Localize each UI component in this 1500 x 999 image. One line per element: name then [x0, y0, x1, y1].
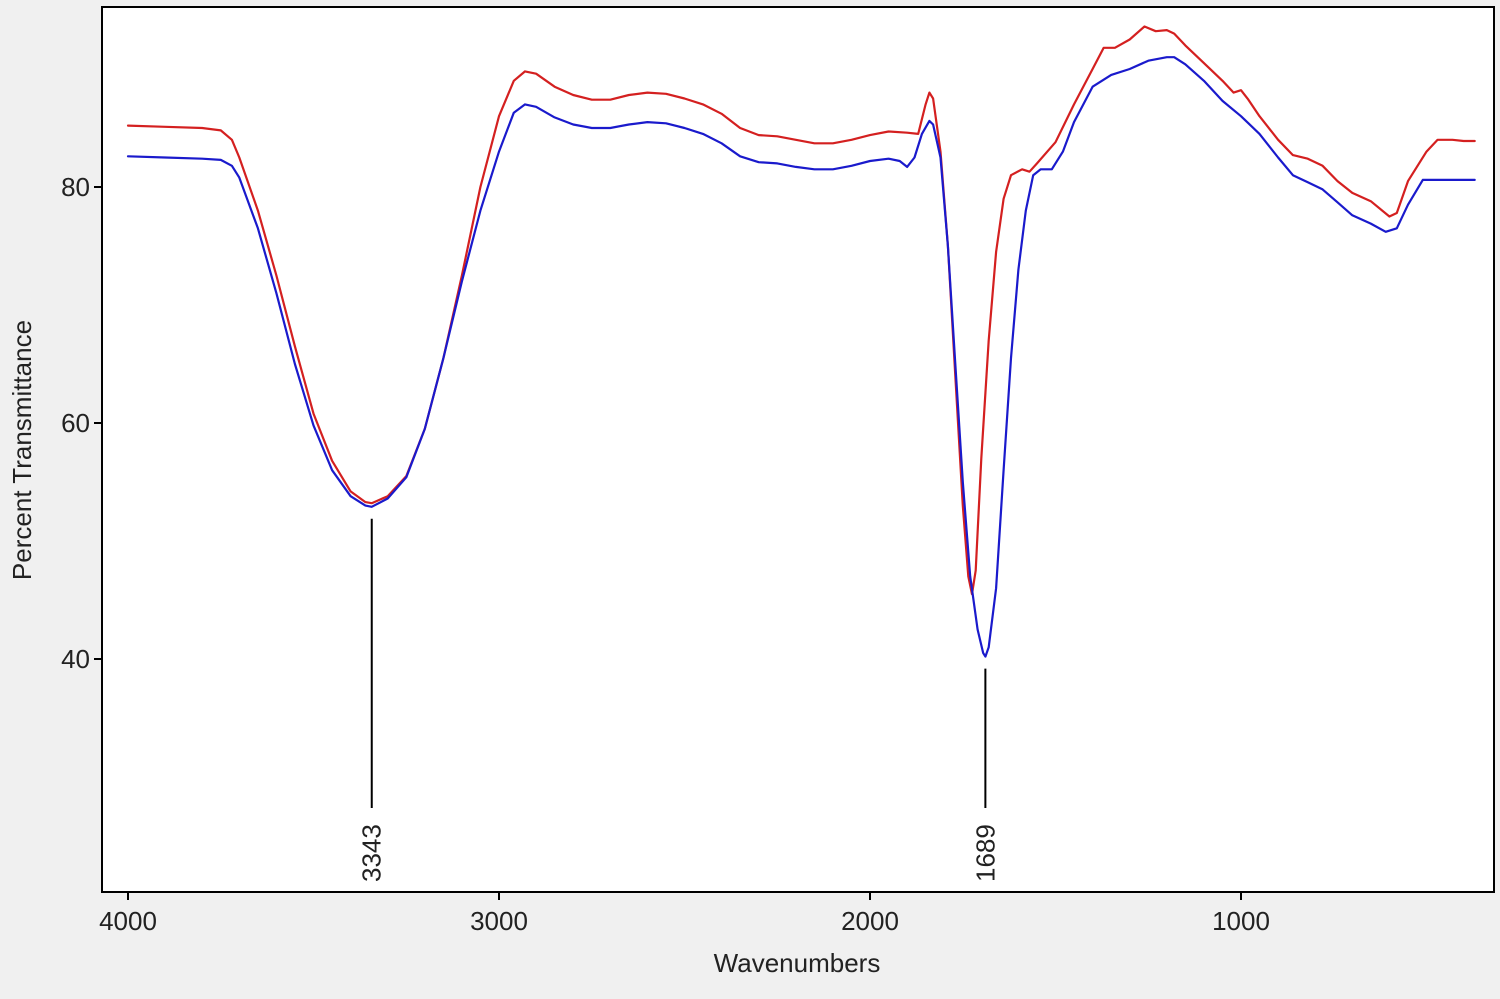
- annotation-layer: 3343 1689: [357, 518, 1000, 882]
- series-layer: [126, 25, 1476, 658]
- x-tick-label: 3000: [470, 906, 528, 936]
- peak-label: 1689: [970, 824, 1000, 882]
- y-axis: 40 60 80: [61, 172, 102, 674]
- x-tick-label: 2000: [841, 906, 899, 936]
- y-tick-label: 60: [61, 408, 90, 438]
- peak-label: 3343: [357, 824, 387, 882]
- x-tick-label: 1000: [1212, 906, 1270, 936]
- y-tick-label: 80: [61, 172, 90, 202]
- x-axis-title: Wavenumbers: [714, 948, 881, 978]
- x-axis: 4000 3000 2000 1000: [99, 892, 1270, 936]
- y-tick-label: 40: [61, 644, 90, 674]
- series-line-2: [126, 56, 1476, 658]
- y-axis-title: Percent Transmittance: [7, 320, 37, 580]
- x-tick-label: 4000: [99, 906, 157, 936]
- plot-area: [101, 6, 1495, 893]
